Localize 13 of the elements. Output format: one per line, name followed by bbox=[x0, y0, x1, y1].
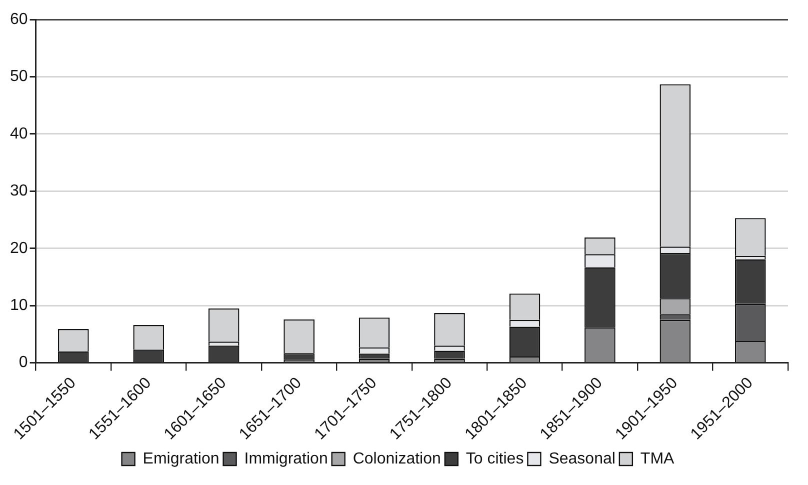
legend-label: Colonization bbox=[352, 450, 441, 468]
y-tick-label: 30 bbox=[10, 182, 28, 200]
y-tick-label: 0 bbox=[18, 354, 28, 372]
y-tick-label: 50 bbox=[10, 68, 28, 86]
y-tick-label: 60 bbox=[10, 11, 28, 28]
y-tick-label: 10 bbox=[10, 297, 28, 314]
y-tick-label: 40 bbox=[10, 125, 28, 142]
legend-label: TMA bbox=[640, 450, 675, 468]
legend-label: Seasonal bbox=[548, 450, 616, 468]
y-tick-label: 20 bbox=[10, 240, 28, 257]
legend-label: Emigration bbox=[142, 450, 220, 468]
legend-label: Immigration bbox=[244, 450, 328, 468]
legend-label: To cities bbox=[466, 450, 524, 468]
